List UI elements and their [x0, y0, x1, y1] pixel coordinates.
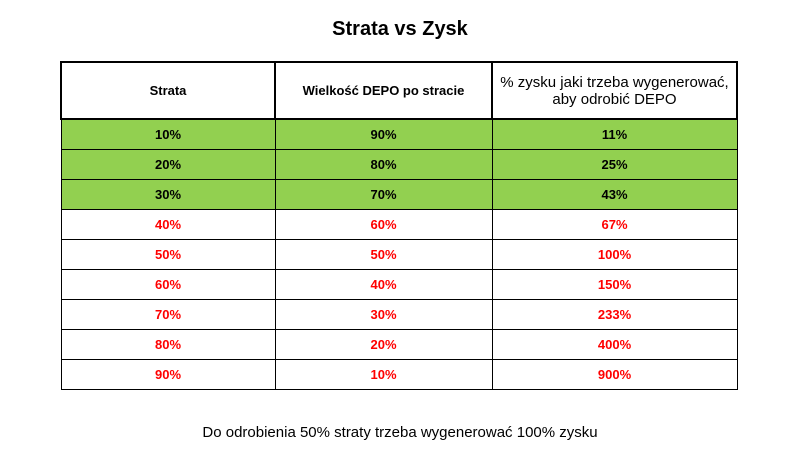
cell-zysk: 25%	[491, 149, 738, 180]
cell-strata: 70%	[60, 299, 276, 330]
page-title: Strata vs Zysk	[332, 18, 468, 40]
table-row: 90% 10% 900%	[60, 359, 738, 390]
cell-strata: 80%	[60, 329, 276, 360]
loss-gain-table: Strata Wielkość DEPO po stracie % zysku …	[60, 61, 738, 390]
table-row: 60% 40% 150%	[60, 269, 738, 300]
cell-strata: 90%	[60, 359, 276, 390]
table-row: 40% 60% 67%	[60, 209, 738, 240]
cell-strata: 50%	[60, 239, 276, 270]
table-row: 50% 50% 100%	[60, 239, 738, 270]
table-row: 80% 20% 400%	[60, 329, 738, 360]
cell-zysk: 400%	[491, 329, 738, 360]
table-row: 70% 30% 233%	[60, 299, 738, 330]
cell-zysk: 150%	[491, 269, 738, 300]
footer-note: Do odrobienia 50% straty trzeba wygenero…	[202, 424, 598, 441]
cell-depo: 90%	[274, 118, 493, 150]
cell-depo: 60%	[274, 209, 493, 240]
cell-strata: 30%	[60, 179, 276, 210]
cell-depo: 70%	[274, 179, 493, 210]
table-row: 20% 80% 25%	[60, 149, 738, 180]
cell-depo: 50%	[274, 239, 493, 270]
cell-strata: 60%	[60, 269, 276, 300]
header-depo: Wielkość DEPO po stracie	[274, 61, 493, 120]
table-row: 10% 90% 11%	[60, 118, 738, 150]
cell-zysk: 11%	[491, 118, 738, 150]
cell-depo: 10%	[274, 359, 493, 390]
cell-strata: 40%	[60, 209, 276, 240]
cell-depo: 30%	[274, 299, 493, 330]
cell-zysk: 233%	[491, 299, 738, 330]
cell-zysk: 900%	[491, 359, 738, 390]
cell-zysk: 100%	[491, 239, 738, 270]
table-header-row: Strata Wielkość DEPO po stracie % zysku …	[60, 61, 738, 120]
cell-depo: 80%	[274, 149, 493, 180]
cell-zysk: 43%	[491, 179, 738, 210]
cell-strata: 20%	[60, 149, 276, 180]
header-zysk: % zysku jaki trzeba wygenerować, aby odr…	[491, 61, 738, 120]
cell-depo: 20%	[274, 329, 493, 360]
header-strata: Strata	[60, 61, 276, 120]
table-row: 30% 70% 43%	[60, 179, 738, 210]
cell-zysk: 67%	[491, 209, 738, 240]
table-body: 10% 90% 11% 20% 80% 25% 30% 70% 43% 40% 60% 67% 50% 5…	[60, 118, 738, 390]
cell-strata: 10%	[60, 118, 276, 150]
cell-depo: 40%	[274, 269, 493, 300]
